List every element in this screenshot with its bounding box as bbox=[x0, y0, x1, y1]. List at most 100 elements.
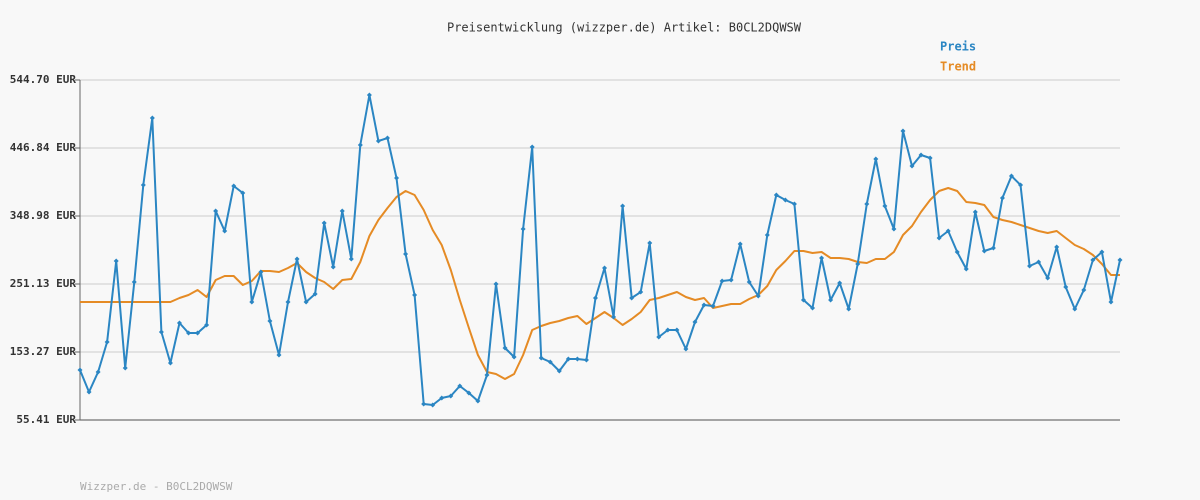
data-point bbox=[674, 327, 680, 333]
data-point bbox=[954, 249, 960, 255]
data-point bbox=[366, 92, 372, 98]
data-point bbox=[1090, 257, 1096, 263]
data-point bbox=[312, 291, 318, 297]
data-point bbox=[303, 299, 309, 305]
data-point bbox=[800, 297, 806, 303]
data-point bbox=[321, 220, 327, 226]
data-point bbox=[963, 266, 969, 272]
data-point bbox=[86, 389, 92, 395]
data-point bbox=[167, 360, 173, 366]
data-point bbox=[791, 201, 797, 207]
data-point bbox=[186, 330, 192, 336]
data-point bbox=[294, 256, 300, 262]
data-point bbox=[222, 228, 228, 234]
data-point bbox=[375, 138, 381, 144]
data-point bbox=[647, 240, 653, 246]
data-point bbox=[719, 278, 725, 284]
data-point bbox=[611, 314, 617, 320]
data-point bbox=[195, 330, 201, 336]
series-line bbox=[79, 94, 1121, 406]
data-point bbox=[149, 115, 155, 121]
data-point bbox=[665, 327, 671, 333]
data-point bbox=[999, 195, 1005, 201]
data-point bbox=[1081, 287, 1087, 293]
data-point bbox=[855, 261, 861, 267]
data-point bbox=[231, 183, 237, 189]
data-point bbox=[276, 352, 282, 358]
data-point bbox=[520, 226, 526, 232]
data-point bbox=[176, 320, 182, 326]
data-point bbox=[656, 334, 662, 340]
data-point bbox=[267, 318, 273, 324]
data-point bbox=[692, 319, 698, 325]
data-point bbox=[565, 356, 571, 362]
data-point bbox=[701, 302, 707, 308]
data-point bbox=[240, 190, 246, 196]
y-tick-label: 348.98 EUR bbox=[10, 209, 77, 222]
data-point bbox=[77, 367, 83, 373]
data-point bbox=[972, 209, 978, 215]
data-point bbox=[158, 329, 164, 335]
data-point bbox=[574, 356, 580, 362]
data-point bbox=[348, 256, 354, 262]
y-tick-label: 153.27 EUR bbox=[10, 345, 77, 358]
data-point bbox=[629, 295, 635, 301]
data-point bbox=[529, 144, 535, 150]
data-point bbox=[448, 393, 454, 399]
data-point bbox=[394, 175, 400, 181]
data-point bbox=[547, 359, 553, 365]
data-point bbox=[1018, 182, 1024, 188]
data-point bbox=[945, 228, 951, 234]
data-point bbox=[864, 201, 870, 207]
data-point bbox=[828, 297, 834, 303]
data-point bbox=[95, 369, 101, 375]
y-tick-label: 544.70 EUR bbox=[10, 73, 77, 86]
data-point bbox=[1108, 299, 1114, 305]
data-point bbox=[538, 355, 544, 361]
data-point bbox=[746, 279, 752, 285]
data-point bbox=[1117, 257, 1123, 263]
data-point bbox=[936, 235, 942, 241]
data-point bbox=[1063, 284, 1069, 290]
data-point bbox=[430, 402, 436, 408]
data-point bbox=[258, 269, 264, 275]
data-point bbox=[583, 357, 589, 363]
data-point bbox=[819, 255, 825, 261]
data-point bbox=[683, 346, 689, 352]
y-tick-label: 55.41 EUR bbox=[16, 413, 76, 426]
data-point bbox=[737, 241, 743, 247]
data-point bbox=[810, 305, 816, 311]
data-point bbox=[602, 265, 608, 271]
data-point bbox=[1099, 249, 1105, 255]
data-point bbox=[773, 192, 779, 198]
data-point bbox=[466, 390, 472, 396]
data-point bbox=[710, 303, 716, 309]
data-point bbox=[909, 163, 915, 169]
data-point bbox=[638, 289, 644, 295]
data-point bbox=[421, 401, 427, 407]
data-point bbox=[918, 152, 924, 158]
data-point bbox=[846, 306, 852, 312]
data-point bbox=[330, 264, 336, 270]
data-point bbox=[131, 279, 137, 285]
data-point bbox=[900, 128, 906, 134]
data-point bbox=[873, 156, 879, 162]
data-point bbox=[457, 383, 463, 389]
data-point bbox=[412, 292, 418, 298]
data-point bbox=[204, 322, 210, 328]
data-point bbox=[113, 258, 119, 264]
data-point bbox=[439, 395, 445, 401]
data-point bbox=[140, 182, 146, 188]
data-point bbox=[493, 281, 499, 287]
data-point bbox=[782, 197, 788, 203]
data-point bbox=[122, 365, 128, 371]
data-point bbox=[339, 208, 345, 214]
footer: Wizzper.de - B0CL2DQWSW bbox=[80, 480, 233, 493]
data-point bbox=[755, 293, 761, 299]
data-point bbox=[384, 135, 390, 141]
series-line bbox=[80, 187, 1120, 380]
data-point bbox=[1027, 263, 1033, 269]
legend-label: Trend bbox=[940, 60, 976, 74]
